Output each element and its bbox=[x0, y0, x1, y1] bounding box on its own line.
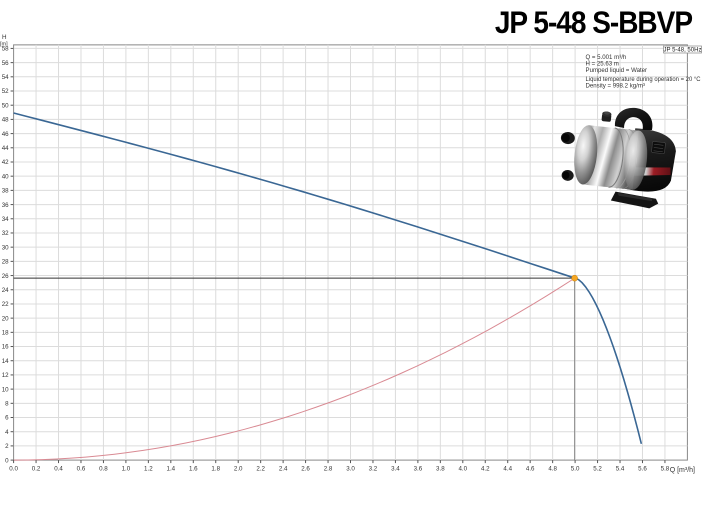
svg-text:H: H bbox=[2, 34, 7, 41]
svg-text:18: 18 bbox=[2, 330, 9, 337]
svg-text:26: 26 bbox=[2, 273, 9, 280]
svg-text:50: 50 bbox=[2, 102, 9, 109]
svg-text:3.6: 3.6 bbox=[414, 466, 423, 473]
svg-text:1.0: 1.0 bbox=[122, 466, 131, 473]
svg-text:12: 12 bbox=[2, 372, 9, 379]
svg-text:5.2: 5.2 bbox=[593, 466, 602, 473]
svg-text:Q [m³/h]: Q [m³/h] bbox=[670, 467, 695, 474]
svg-text:8: 8 bbox=[5, 401, 9, 408]
svg-text:30: 30 bbox=[2, 244, 9, 251]
svg-text:34: 34 bbox=[2, 216, 9, 223]
svg-text:2.2: 2.2 bbox=[256, 466, 265, 473]
svg-text:3.2: 3.2 bbox=[369, 466, 378, 473]
svg-text:32: 32 bbox=[2, 230, 9, 237]
svg-text:3.8: 3.8 bbox=[436, 466, 445, 473]
svg-text:10: 10 bbox=[2, 386, 9, 393]
svg-text:46: 46 bbox=[2, 131, 9, 138]
svg-text:14: 14 bbox=[2, 358, 9, 365]
svg-text:36: 36 bbox=[2, 202, 9, 209]
svg-text:Pumped liquid = Water: Pumped liquid = Water bbox=[586, 67, 648, 74]
svg-text:24: 24 bbox=[2, 287, 9, 294]
svg-text:3.0: 3.0 bbox=[346, 466, 355, 473]
svg-text:2.0: 2.0 bbox=[234, 466, 243, 473]
svg-text:54: 54 bbox=[2, 74, 9, 81]
svg-text:Density = 998.2 kg/m³: Density = 998.2 kg/m³ bbox=[586, 83, 645, 90]
svg-text:2: 2 bbox=[5, 443, 9, 450]
svg-text:0.6: 0.6 bbox=[77, 466, 86, 473]
svg-text:28: 28 bbox=[2, 259, 9, 266]
svg-text:52: 52 bbox=[2, 88, 9, 95]
svg-text:1.2: 1.2 bbox=[144, 466, 153, 473]
svg-text:22: 22 bbox=[2, 301, 9, 308]
svg-text:[m]: [m] bbox=[0, 42, 8, 48]
svg-text:2.8: 2.8 bbox=[324, 466, 333, 473]
svg-text:48: 48 bbox=[2, 117, 9, 124]
svg-text:2.6: 2.6 bbox=[301, 466, 310, 473]
svg-text:20: 20 bbox=[2, 315, 9, 322]
svg-text:0.4: 0.4 bbox=[54, 466, 63, 473]
svg-text:38: 38 bbox=[2, 188, 9, 195]
svg-text:1.4: 1.4 bbox=[167, 466, 176, 473]
svg-text:1.6: 1.6 bbox=[189, 466, 198, 473]
svg-text:4.4: 4.4 bbox=[503, 466, 512, 473]
svg-text:1.8: 1.8 bbox=[211, 466, 220, 473]
svg-text:4.0: 4.0 bbox=[458, 466, 467, 473]
svg-text:6: 6 bbox=[5, 415, 9, 422]
svg-text:0: 0 bbox=[5, 457, 9, 464]
svg-text:JP 5-48, 50Hz: JP 5-48, 50Hz bbox=[664, 47, 702, 53]
svg-text:16: 16 bbox=[2, 344, 9, 351]
svg-text:5.8: 5.8 bbox=[661, 466, 670, 473]
svg-text:44: 44 bbox=[2, 145, 9, 152]
svg-text:0.8: 0.8 bbox=[99, 466, 108, 473]
svg-text:2.4: 2.4 bbox=[279, 466, 288, 473]
svg-text:40: 40 bbox=[2, 173, 9, 180]
svg-text:5.4: 5.4 bbox=[616, 466, 625, 473]
svg-text:4.6: 4.6 bbox=[526, 466, 535, 473]
svg-text:5.6: 5.6 bbox=[638, 466, 647, 473]
svg-text:42: 42 bbox=[2, 159, 9, 166]
svg-text:3.4: 3.4 bbox=[391, 466, 400, 473]
svg-text:0.0: 0.0 bbox=[9, 466, 18, 473]
svg-text:5.0: 5.0 bbox=[571, 466, 580, 473]
svg-text:4.2: 4.2 bbox=[481, 466, 490, 473]
svg-text:4: 4 bbox=[5, 429, 9, 436]
svg-text:56: 56 bbox=[2, 60, 9, 67]
svg-text:4.8: 4.8 bbox=[548, 466, 557, 473]
svg-text:0.2: 0.2 bbox=[32, 466, 41, 473]
